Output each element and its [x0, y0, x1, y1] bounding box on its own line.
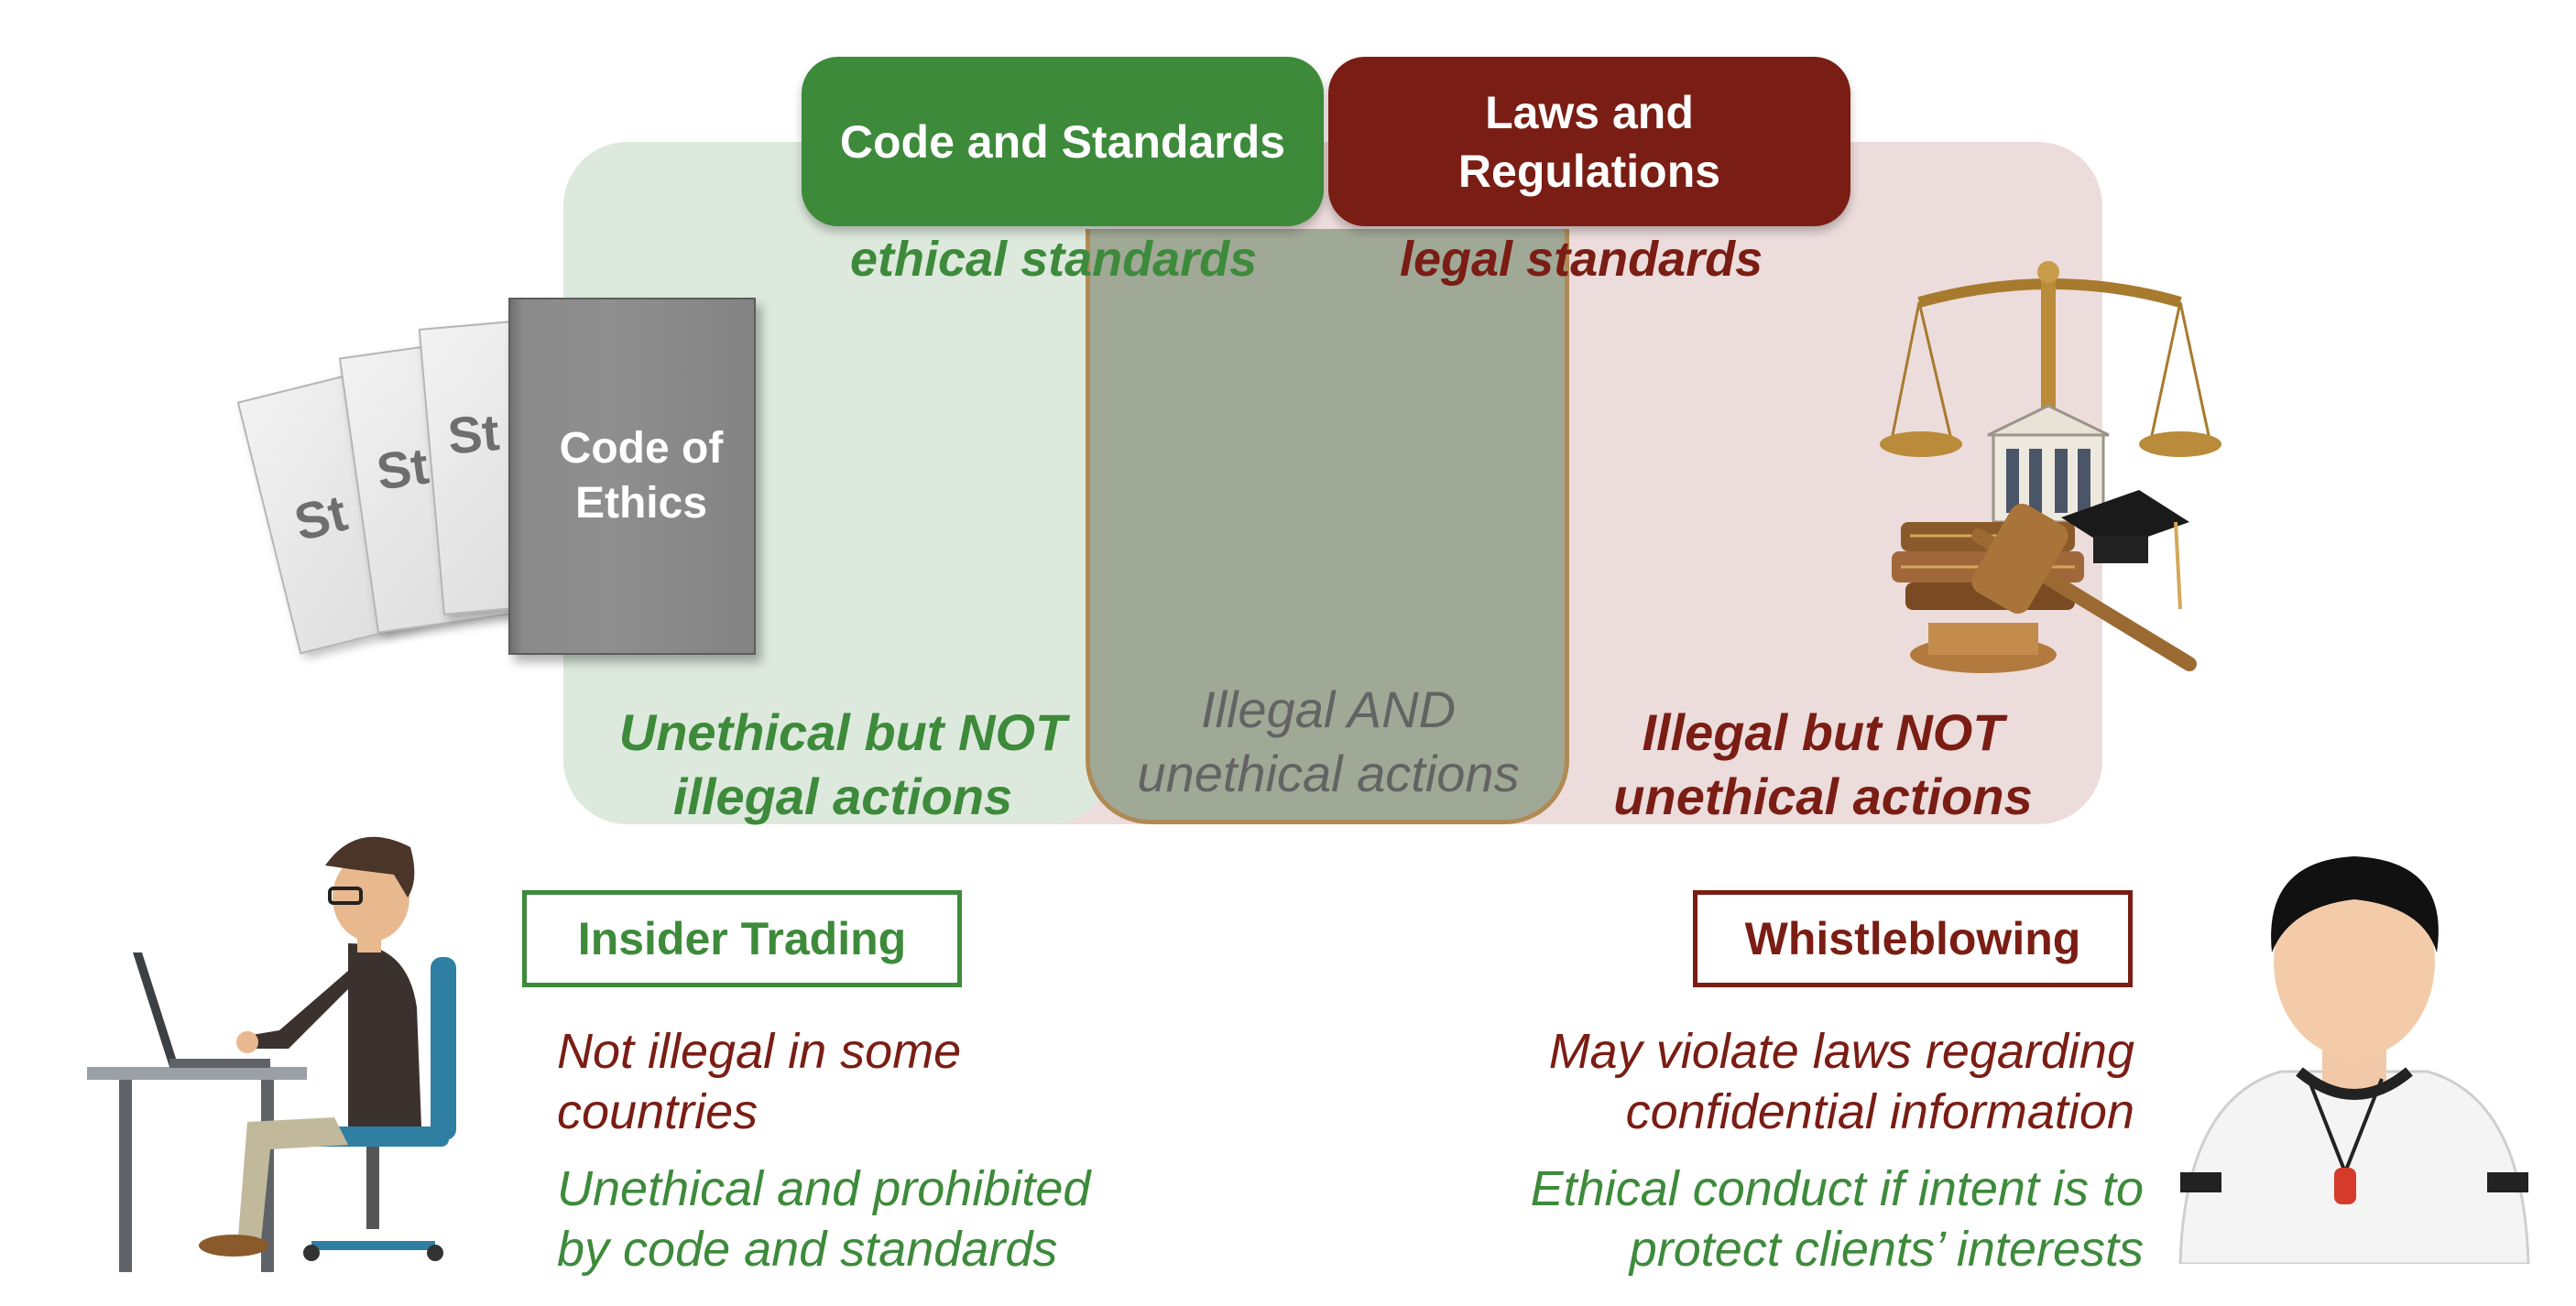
- whistleblowing-title: Whistleblowing: [1744, 913, 2081, 964]
- page-label-3: St: [445, 402, 502, 465]
- left-region-line1: Unethical but NOT: [618, 703, 1067, 761]
- right-note2-line2: protect clients’ interests: [1629, 1222, 2144, 1277]
- middle-region-line2: unethical actions: [1137, 745, 1520, 802]
- laws-tab-line2: Regulations: [1457, 145, 1721, 197]
- laws-and-regulations-tab: Laws and Regulations: [1328, 57, 1850, 226]
- left-note2-line1: Unethical and prohibited: [557, 1161, 1091, 1216]
- illegal-not-unethical-text: Illegal but NOT unethical actions: [1585, 701, 2061, 829]
- whistleblowing-ethical-note: Ethical conduct if intent is to protect …: [1429, 1159, 2144, 1279]
- legal-standards-label: legal standards: [1400, 232, 1763, 287]
- book-title-line2: Ethics: [574, 479, 708, 528]
- code-and-standards-label: Code and Standards: [839, 115, 1286, 168]
- right-note1-line2: confidential information: [1625, 1084, 2134, 1139]
- middle-region-line1: Illegal AND: [1200, 680, 1457, 738]
- left-note1-line1: Not illegal in some: [557, 1024, 962, 1079]
- code-of-ethics-book-icon: St St St Code of Ethics: [236, 293, 770, 678]
- right-region-line2: unethical actions: [1613, 767, 2033, 825]
- right-note2-line1: Ethical conduct if intent is to: [1530, 1161, 2144, 1216]
- ethical-standards-label: ethical standards: [850, 232, 1258, 287]
- whistleblower-icon: [2178, 856, 2530, 1264]
- overlap-region-panel: [1086, 229, 1569, 824]
- code-and-standards-tab: Code and Standards: [802, 57, 1324, 226]
- person-at-laptop-icon: [87, 836, 456, 1272]
- page-label-1: St: [289, 483, 353, 552]
- illegal-and-unethical-text: Illegal AND unethical actions: [1095, 678, 1562, 806]
- insider-trading-box: Insider Trading: [522, 890, 962, 987]
- right-note1-line1: May violate laws regarding: [1548, 1024, 2134, 1079]
- left-note2-line2: by code and standards: [557, 1222, 1058, 1277]
- justice-scales-icon: [1880, 261, 2221, 673]
- right-region-line1: Illegal but NOT: [1642, 703, 2004, 761]
- whistleblowing-legal-note: May violate laws regarding confidential …: [1429, 1021, 2134, 1142]
- whistleblowing-box: Whistleblowing: [1693, 890, 2133, 987]
- page-label-2: St: [373, 436, 432, 501]
- laws-tab-line1: Laws and: [1485, 86, 1694, 138]
- left-note1-line2: countries: [557, 1084, 759, 1139]
- code-of-ethics-book: Code of Ethics: [508, 298, 756, 655]
- book-title-line1: Code of: [559, 424, 724, 473]
- insider-trading-ethical-note: Unethical and prohibited by code and sta…: [557, 1159, 1090, 1279]
- insider-trading-legal-note: Not illegal in some countries: [557, 1021, 961, 1142]
- left-region-line2: illegal actions: [672, 767, 1013, 825]
- unethical-not-illegal-text: Unethical but NOT illegal actions: [605, 701, 1081, 829]
- insider-trading-title: Insider Trading: [577, 913, 907, 964]
